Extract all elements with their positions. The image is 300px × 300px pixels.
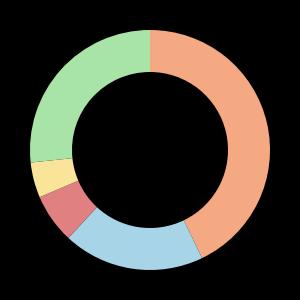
Wedge shape [31, 158, 78, 197]
Wedge shape [150, 30, 270, 258]
Wedge shape [68, 207, 202, 270]
Wedge shape [30, 30, 150, 163]
Wedge shape [40, 181, 97, 238]
